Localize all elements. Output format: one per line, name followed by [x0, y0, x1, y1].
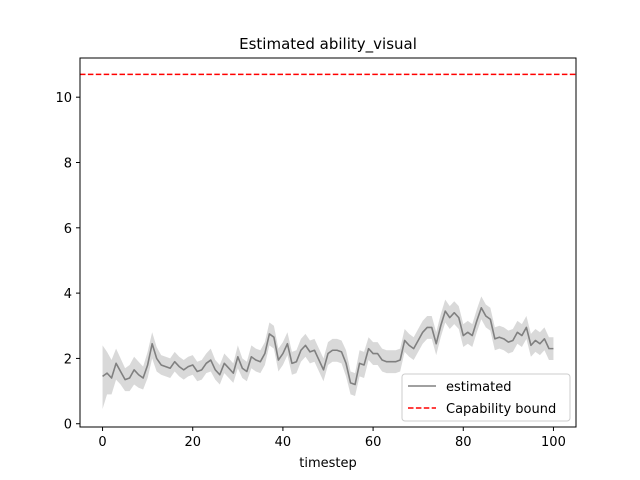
y-tick-label: 2: [64, 352, 72, 367]
x-axis-label: timestep: [299, 456, 357, 471]
plot-area: 0 20 40 60 80 100 0 2 4 6 8 10: [55, 57, 577, 450]
y-tick-label: 10: [55, 91, 72, 106]
x-tick-label: 100: [541, 435, 566, 450]
axes-frame: [79, 57, 577, 428]
x-tick-label: 0: [98, 435, 106, 450]
x-tick-label: 60: [365, 435, 382, 450]
x-tick-label: 40: [275, 435, 292, 450]
y-tick-label: 6: [64, 222, 72, 237]
legend-box: [401, 373, 571, 422]
chart-title: Estimated ability_visual: [239, 35, 417, 54]
legend: estimated Capability bound: [401, 373, 571, 422]
legend-capability-label: Capability bound: [446, 402, 556, 417]
y-tick-label: 0: [64, 418, 72, 433]
estimated-line: [102, 307, 554, 386]
y-tick-label: 4: [64, 287, 72, 302]
y-tick-label: 8: [64, 156, 72, 171]
x-tick-label: 80: [455, 435, 472, 450]
x-tick-label: 20: [184, 435, 201, 450]
legend-estimated-label: estimated: [446, 380, 511, 395]
